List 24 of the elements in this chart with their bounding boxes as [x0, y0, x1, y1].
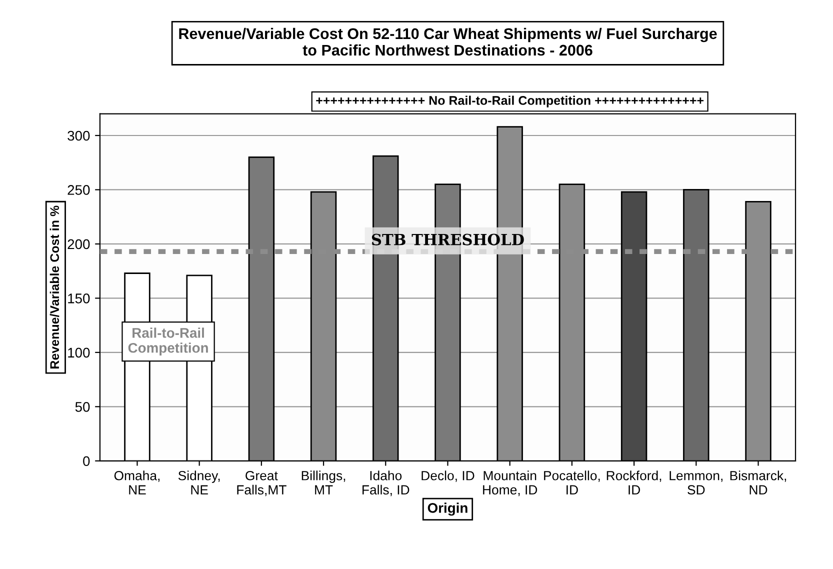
annotation: Rail-to-Rail Competition: [128, 328, 208, 356]
x-tick-label: Idaho Falls, ID: [362, 470, 410, 496]
ref-line-label: STB THRESHOLD: [372, 234, 524, 246]
x-tick-label: Lemmon, SD: [670, 471, 722, 495]
x-tick-label: Rockford, ID: [606, 470, 662, 494]
y-tick-label: 250: [68, 185, 90, 195]
x-tick-label: Sidney, NE: [178, 470, 220, 494]
x-tick-label: Mountain Home, ID: [483, 470, 538, 496]
y-axis-title: Revenue/Variable Cost in %: [50, 206, 60, 368]
y-tick-label: 0: [83, 456, 90, 466]
x-axis-title: Origin: [428, 502, 468, 516]
y-tick-label: 50: [75, 402, 90, 412]
chart-title: Revenue/Variable Cost On 52-110 Car Wheat Shipments w/ Fuel Surcharge to Pacific Northwest Destinations - 2006: [179, 28, 717, 56]
x-tick-label: Pocatello, ID: [544, 470, 600, 494]
y-tick-label: 200: [68, 239, 90, 250]
x-tick-label: Great Falls,MT: [237, 470, 286, 496]
y-tick-label: 150: [68, 294, 90, 304]
x-tick-label: Billings, MT: [302, 470, 346, 494]
x-tick-label: Omaha, NE: [114, 470, 160, 494]
annotation: +++++++++++++++ No Rail-to-Rail Competition +++++++++++++++: [316, 96, 704, 108]
y-tick-label: 300: [68, 130, 90, 141]
y-tick-label: 100: [68, 348, 90, 358]
x-tick-label: Bismarck, ND: [730, 470, 786, 494]
x-tick-label: Declo, ID: [422, 470, 474, 482]
